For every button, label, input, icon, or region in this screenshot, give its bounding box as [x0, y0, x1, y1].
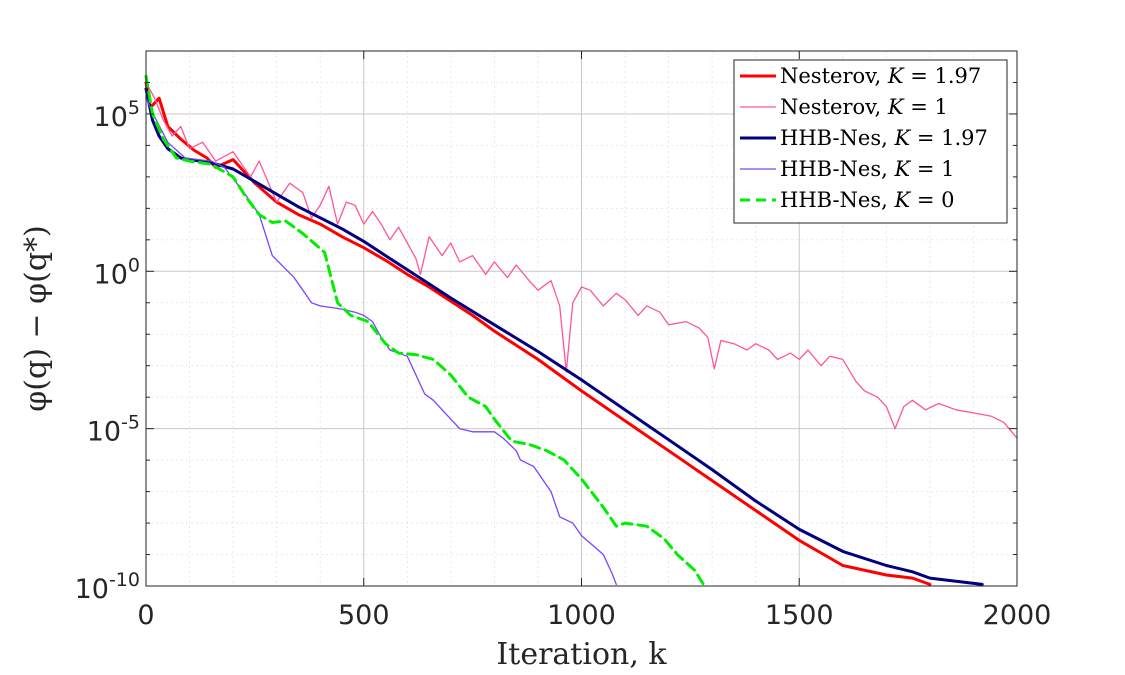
series-line-2 — [145, 81, 1018, 439]
series-layer — [144, 74, 1018, 586]
y-tick-label: 105 — [94, 97, 140, 133]
legend-entry: HHB-Nes, K = 1.97 — [780, 126, 988, 150]
x-tick-label: 500 — [338, 600, 390, 631]
legend: Nesterov, K = 1.97 Nesterov, K = 1 HHB-Nes… — [733, 59, 1008, 224]
legend-entry: HHB-Nes, K = 0 — [780, 188, 955, 212]
y-tick-labels: 10-10 10-5 100 105 — [75, 97, 140, 605]
series-line-4 — [145, 97, 617, 586]
y-axis-title: φ(q) − φ(q*) — [19, 225, 54, 411]
legend-entry: Nesterov, K = 1.97 — [780, 64, 981, 88]
y-tick-label: 10-5 — [87, 412, 140, 448]
x-axis-title: Iteration, k — [496, 637, 667, 672]
series-line-5 — [144, 74, 705, 586]
x-tick-label: 0 — [137, 600, 154, 631]
series-line-1 — [144, 81, 932, 586]
y-tick-label: 10-10 — [75, 569, 140, 605]
legend-entry: Nesterov, K = 1 — [780, 95, 948, 119]
legend-entry: HHB-Nes, K = 1 — [780, 157, 955, 181]
legend-box — [733, 59, 1008, 224]
x-tick-label: 1500 — [765, 600, 834, 631]
x-tick-labels: 0 500 1000 1500 2000 — [137, 600, 1051, 631]
x-tick-label: 1000 — [547, 600, 616, 631]
y-tick-label: 100 — [94, 254, 140, 290]
series-line-3 — [144, 87, 984, 586]
x-tick-label: 2000 — [983, 600, 1052, 631]
tick-marks — [145, 50, 1018, 587]
